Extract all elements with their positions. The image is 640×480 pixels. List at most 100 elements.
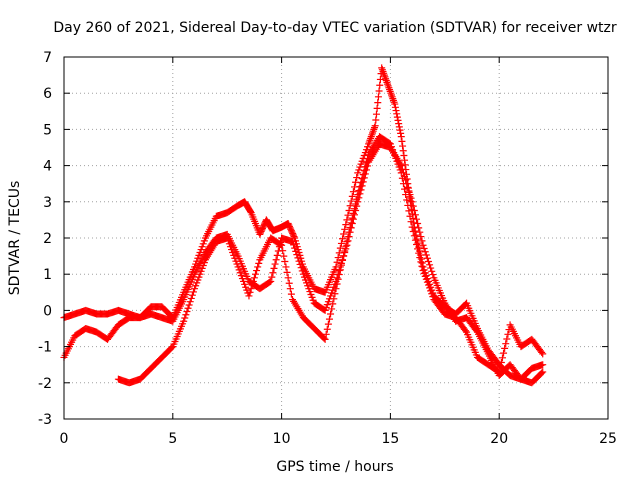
data-point	[352, 200, 360, 208]
data-point	[250, 274, 258, 282]
data-point	[281, 258, 289, 266]
data-point	[409, 202, 417, 210]
data-point	[414, 220, 422, 228]
data-point	[408, 223, 416, 231]
data-point	[417, 258, 425, 266]
y-tick-label: 2	[43, 231, 52, 247]
data-point	[282, 263, 290, 271]
data-point	[185, 301, 193, 309]
data-point	[361, 163, 369, 171]
y-axis-label: SDTVAR / TECUs	[7, 181, 23, 296]
data-point	[285, 279, 293, 287]
data-point	[253, 267, 261, 275]
data-point	[395, 123, 403, 131]
data-point	[407, 194, 415, 202]
data-point	[339, 256, 347, 264]
data-point	[394, 116, 402, 124]
data-point	[376, 81, 384, 89]
data-point	[189, 288, 197, 296]
data-point	[341, 225, 349, 233]
series-track-a	[60, 64, 547, 383]
y-tick-label: 4	[43, 159, 52, 175]
data-point	[401, 156, 409, 164]
data-point	[393, 110, 401, 118]
data-point	[186, 298, 194, 306]
data-point	[362, 159, 370, 167]
data-point	[374, 99, 382, 107]
chart-title: Day 260 of 2021, Sidereal Day-to-day VTE…	[53, 20, 617, 36]
data-point	[399, 147, 407, 155]
data-point	[424, 258, 432, 266]
y-tick-label: 7	[43, 50, 52, 66]
data-point	[294, 254, 302, 262]
data-point	[461, 327, 469, 335]
data-point	[347, 197, 355, 205]
data-point	[538, 369, 546, 377]
data-point	[375, 87, 383, 95]
data-point	[496, 363, 504, 371]
data-point	[472, 327, 480, 335]
data-point	[248, 281, 256, 289]
y-tick-label: 6	[43, 86, 52, 102]
data-point	[410, 232, 418, 240]
data-point	[184, 304, 192, 312]
data-point	[415, 249, 423, 257]
data-point	[346, 224, 354, 232]
data-point	[332, 285, 340, 293]
data-point	[396, 126, 404, 134]
data-point	[182, 311, 190, 319]
data-point	[413, 215, 421, 223]
data-point	[255, 259, 263, 267]
data-point	[415, 224, 423, 232]
data-point	[391, 100, 399, 108]
data-point	[266, 278, 274, 286]
data-point	[504, 330, 512, 338]
data-point	[497, 359, 505, 367]
data-point	[411, 236, 419, 244]
data-point	[346, 202, 354, 210]
data-point	[401, 161, 409, 169]
y-tick-label: 5	[43, 122, 52, 138]
data-point	[372, 116, 380, 124]
data-point	[290, 233, 298, 241]
data-point	[355, 187, 363, 195]
data-point	[181, 314, 189, 322]
x-tick-label: 20	[490, 431, 508, 447]
data-point	[421, 248, 429, 256]
data-point	[168, 344, 176, 352]
data-point	[427, 264, 435, 272]
data-point	[503, 335, 511, 343]
data-point	[350, 205, 358, 213]
data-point	[349, 209, 357, 217]
data-point	[393, 113, 401, 121]
data-point	[335, 271, 343, 279]
data-point	[339, 235, 347, 243]
axes: 0 5 10 15 20 25 -3 -2 -1 0 1 2 3 4 5 6 7	[38, 50, 617, 447]
data-point	[402, 191, 410, 199]
data-point	[417, 233, 425, 241]
data-point	[277, 241, 285, 249]
data-point	[336, 266, 344, 274]
data-point	[538, 348, 546, 356]
data-point	[183, 307, 191, 315]
data-point	[336, 244, 344, 252]
data-point	[502, 340, 510, 348]
data-point	[323, 325, 331, 333]
data-point	[188, 291, 196, 299]
data-point	[187, 294, 195, 302]
y-tick-label: -1	[38, 340, 52, 356]
data-point	[404, 183, 412, 191]
data-point	[344, 233, 352, 241]
data-point	[343, 238, 351, 246]
data-point	[180, 317, 188, 325]
data-point	[406, 212, 414, 220]
data-point	[398, 174, 406, 182]
x-tick-label: 25	[599, 431, 617, 447]
data-point	[397, 133, 405, 141]
data-point	[251, 270, 259, 278]
data-point	[290, 241, 298, 249]
data-point	[428, 267, 436, 275]
data-point	[254, 263, 262, 271]
data-point	[330, 295, 338, 303]
